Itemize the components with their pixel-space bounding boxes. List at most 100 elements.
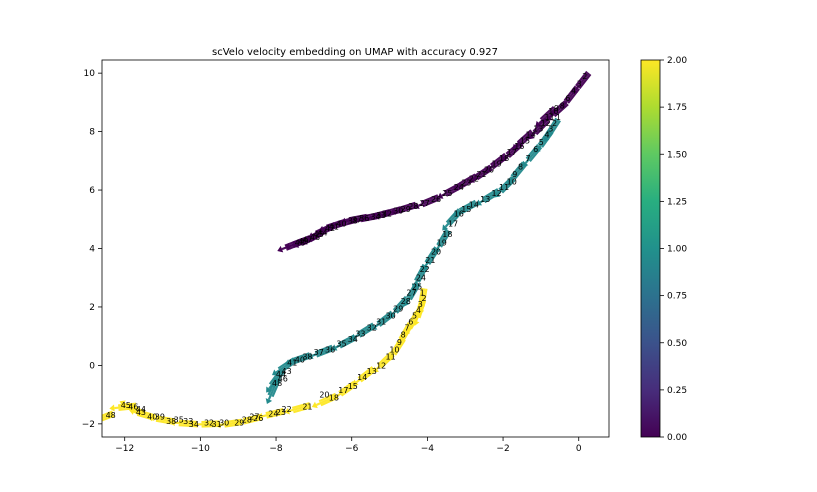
x-tick-label: −4 [421, 444, 435, 454]
cell-label: 41 [329, 223, 339, 232]
cell-label: 10 [548, 107, 558, 116]
cell-label: 38 [166, 417, 176, 426]
cell-label: 29 [234, 418, 244, 427]
cell-label: 25 [412, 282, 422, 291]
cell-label: 9 [397, 338, 402, 347]
cell-label: 6 [565, 94, 570, 103]
cell-label: 48 [106, 411, 116, 420]
y-tick-label: 0 [89, 361, 95, 371]
cell-label: 35 [336, 339, 346, 348]
cell-label: 37 [314, 348, 324, 357]
cell-label: 18 [499, 154, 509, 163]
velocity-arrow [234, 413, 262, 426]
cell-label: 36 [325, 345, 335, 354]
cell-label: 14 [357, 373, 367, 382]
cell-label: 24 [454, 183, 464, 192]
velocity-arrow [352, 366, 376, 386]
y-tick-label: 2 [89, 303, 95, 313]
cell-label: 20 [431, 247, 441, 256]
cell-label: 40 [336, 220, 346, 229]
cell-label: 12 [491, 189, 501, 198]
cell-label: 33 [183, 417, 193, 426]
cell-label: 11 [544, 113, 554, 122]
cell-label: 34 [348, 335, 358, 344]
cell-label: 40 [295, 356, 305, 365]
cell-label: 46 [278, 375, 288, 384]
cell-label: 29 [401, 205, 411, 214]
velocity-arrow [147, 414, 175, 425]
plot-area [102, 70, 592, 429]
cell-label: 26 [431, 195, 441, 204]
cell-label: 12 [376, 361, 386, 370]
cell-label: 25 [442, 189, 452, 198]
colorbar-tick-label: 2.00 [667, 56, 687, 66]
chart-title: scVelo velocity embedding on UMAP with a… [212, 47, 498, 58]
cell-label: 10 [389, 345, 399, 354]
cell-label: 3 [548, 125, 553, 134]
cell-label: 21 [476, 170, 486, 179]
colorbar-tick-label: 0.50 [667, 339, 687, 349]
velocity-arrow [257, 408, 285, 420]
velocity-arrow [169, 419, 198, 428]
cell-label: 4 [571, 87, 576, 96]
cell-label: 18 [329, 394, 339, 403]
cell-label: 24 [416, 274, 426, 283]
velocity-arrow [572, 70, 592, 95]
velocity-arrow [494, 176, 516, 198]
cell-label: 16 [454, 209, 464, 218]
cell-label: 17 [448, 220, 458, 229]
cell-label: 2 [552, 119, 557, 128]
y-tick-label: 4 [89, 245, 95, 255]
velocity-arrow [507, 161, 528, 185]
cell-label: 26 [253, 414, 263, 423]
cell-label: 5 [539, 138, 544, 147]
cell-label: 19 [491, 160, 501, 169]
colorbar-tick-label: 0.25 [667, 386, 687, 396]
cell-label: 6 [408, 318, 413, 327]
cell-label: 22 [469, 174, 479, 183]
cell-label: 7 [526, 154, 531, 163]
cell-label: 22 [420, 265, 430, 274]
velocity-arrow [390, 201, 418, 215]
velocity-arrow [284, 352, 312, 366]
cell-label: 17 [338, 386, 348, 395]
cell-label: 15 [461, 205, 471, 214]
cell-label: 4 [416, 306, 421, 315]
cell-label: 45 [121, 401, 131, 410]
cell-label: 21 [425, 256, 435, 265]
cell-label: 6 [533, 145, 538, 154]
cell-label: 20 [319, 391, 329, 400]
cell-label: 44 [136, 405, 146, 414]
cell-label: 23 [461, 179, 471, 188]
velocity-arrow [307, 344, 334, 360]
y-tick-label: 8 [89, 128, 95, 138]
cell-label: 36 [359, 214, 369, 223]
cell-label: 35 [174, 415, 184, 424]
cell-label: 9 [554, 104, 559, 113]
cell-label: 32 [382, 209, 392, 218]
cell-label: 39 [155, 413, 165, 422]
colorbar-tick-label: 0.00 [667, 433, 687, 443]
colorbar-tick-label: 0.75 [667, 292, 687, 302]
cell-label: 1 [420, 288, 425, 297]
x-tick-label: 0 [576, 444, 582, 454]
cell-label: 12 [541, 119, 551, 128]
cell-label: 28 [408, 202, 418, 211]
cell-label: 27 [249, 413, 259, 422]
cell-label: 30 [219, 418, 229, 427]
colorbar [640, 59, 661, 438]
cell-label: 13 [533, 125, 543, 134]
velocity-arrow [434, 228, 452, 254]
cell-label: 44 [317, 228, 327, 237]
cell-label: 19 [437, 239, 447, 248]
cell-label: 2 [582, 72, 587, 81]
cell-label: 37 [352, 215, 362, 224]
cell-label: 22 [282, 405, 292, 414]
cell-label: 9 [512, 170, 517, 179]
cell-label: 11 [499, 183, 509, 192]
cell-label: 46 [128, 402, 138, 411]
cell-label: 4 [544, 131, 549, 140]
plot-frame [101, 59, 610, 438]
cell-label: 34 [189, 420, 199, 429]
